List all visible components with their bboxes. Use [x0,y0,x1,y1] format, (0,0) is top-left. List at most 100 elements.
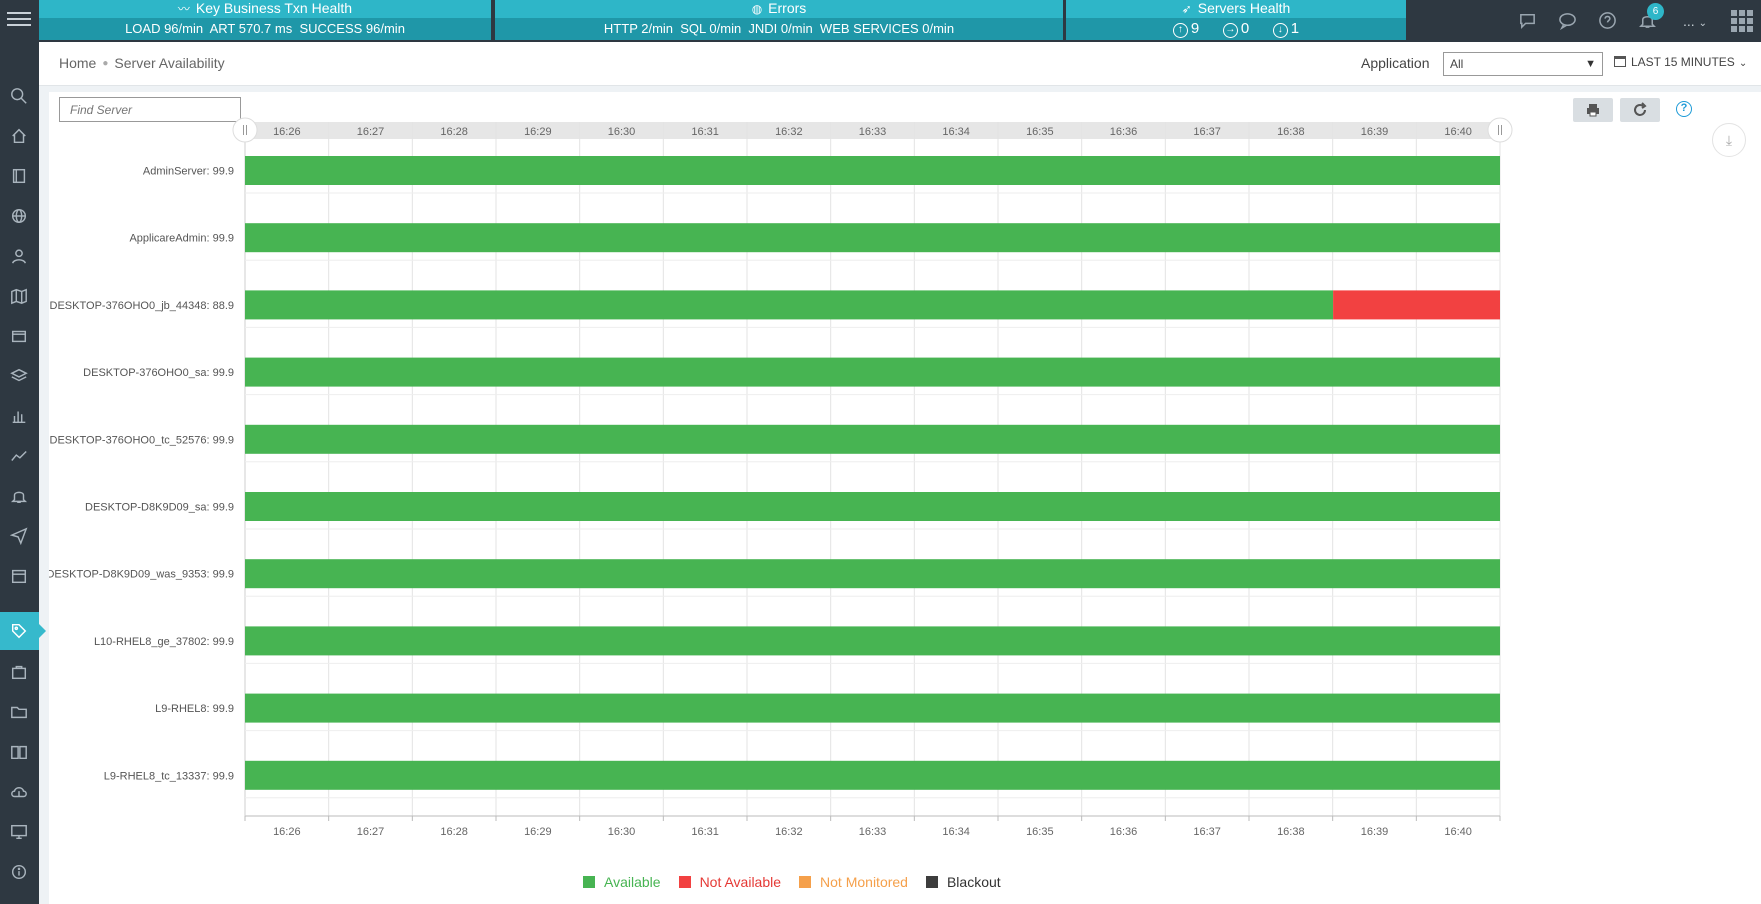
folder-icon[interactable] [9,702,29,722]
download-icon: ⤓ [1725,132,1733,148]
bottom-tick-label: 16:36 [1110,826,1138,838]
top-tick-label: 16:38 [1277,126,1305,138]
notification-badge: 6 [1647,3,1664,20]
calendar-icon[interactable] [9,566,29,586]
kpi-servers-health[interactable]: ➶ Servers Health ↑ 9 → 0 ↓ 1 [1066,0,1406,40]
legend-label: Not Monitored [820,874,908,890]
map-icon[interactable] [9,286,29,306]
servers-up[interactable]: ↑ 9 [1172,18,1199,40]
kpi-txn-title: Key Business Txn Health [195,0,353,16]
bottom-tick-label: 16:34 [942,826,970,838]
application-label: Application [1361,55,1430,71]
apps-grid-icon[interactable] [1731,10,1753,32]
arrow-up-icon: ↑ [1172,23,1188,38]
range-handle-right[interactable] [1487,117,1513,143]
servers-warn-count: 0 [1240,20,1250,37]
chevron-down-icon: ⌄ [1698,18,1707,29]
print-button[interactable] [1573,98,1613,122]
globe-icon[interactable] [9,206,29,226]
bottom-tick-label: 16:28 [440,826,468,838]
top-tick-label: 16:29 [524,126,552,138]
server-row-label: L9-RHEL8: 99.9 [155,703,234,715]
top-bar: 〰 Key Business Txn Health LOAD 96/min ART… [39,0,1761,42]
top-tick-label: 16:28 [440,126,468,138]
legend-swatch [583,876,595,888]
availability-segment [245,760,1500,790]
briefcase-icon[interactable] [9,662,29,682]
bottom-tick-label: 16:33 [859,826,887,838]
bottom-tick-label: 16:26 [273,826,301,838]
kpi-errors[interactable]: ◍ Errors HTTP 2/min SQL 0/min JNDI 0/min … [495,0,1063,40]
top-tick-label: 16:36 [1110,126,1138,138]
time-range-picker[interactable]: LAST 15 MINUTES ⌄ [1614,55,1747,69]
wallet-icon[interactable] [9,326,29,346]
legend-swatch [678,876,691,888]
chat-icon[interactable] [1517,11,1537,31]
send-icon[interactable] [9,526,29,546]
sidebar-item-availability[interactable] [0,612,46,650]
top-tick-label: 16:39 [1361,126,1389,138]
bell-icon[interactable] [9,486,29,506]
notification-bell-icon[interactable]: 6 [1637,3,1664,31]
monitor-icon[interactable] [9,822,29,842]
bar-chart-icon[interactable] [9,406,29,426]
arrow-down-icon: ↓ [1272,23,1288,38]
book-icon[interactable] [9,742,29,762]
servers-warn[interactable]: → 0 [1222,18,1250,40]
legend-swatch [925,876,938,888]
bottom-tick-label: 16:31 [691,826,719,838]
help-icon[interactable] [1597,11,1617,31]
chart-help-icon[interactable]: ? [1676,101,1692,117]
availability-panel: ? ⤓ 16:2616:2616:2716:2716:2816:2816:291… [49,92,1761,904]
time-range-label: LAST 15 MINUTES [1631,55,1735,69]
legend-swatch [799,876,812,888]
layers-icon[interactable] [9,366,29,386]
breadcrumb-current: Server Availability [114,55,225,71]
legend-item[interactable]: Available [583,874,661,890]
line-chart-icon[interactable] [9,446,29,466]
kpi-errors-title: Errors [768,0,807,16]
availability-segment [245,357,1500,387]
print-icon [1587,104,1599,117]
bottom-tick-label: 16:37 [1193,826,1221,838]
availability-segment [245,559,1500,589]
breadcrumb-home[interactable]: Home [59,55,97,71]
legend-label: Available [604,874,661,890]
availability-segment [245,223,1500,253]
search-icon[interactable] [9,86,29,106]
home-icon[interactable] [9,126,29,146]
kpi-servers-title: Servers Health [1197,0,1291,16]
cloud-upload-icon[interactable] [9,782,29,802]
find-server-input[interactable] [59,97,241,122]
info-icon[interactable] [9,862,29,882]
availability-segment [245,693,1500,723]
availability-timeline-chart: 16:26 16:26 16:27 16:27 16:28 16:28 16:29 16:29… [49,117,1513,838]
user-menu[interactable]: ... ⌄ [1677,11,1713,31]
comments-icon[interactable] [1557,11,1577,31]
legend-item[interactable]: Not Available [678,874,781,890]
server-icon[interactable] [9,166,29,186]
servers-down-count: 1 [1290,20,1300,37]
download-button[interactable]: ⤓ [1712,123,1746,157]
menu-icon[interactable] [7,8,31,32]
legend-item[interactable]: Blackout [925,874,1001,890]
bottom-tick-label: 16:40 [1444,826,1472,838]
server-row-label: DESKTOP-376OHO0_tc_52576: 99.9 [50,434,234,446]
legend-item[interactable]: Not Monitored [799,874,908,890]
top-tick-label: 16:37 [1193,126,1221,138]
application-select[interactable]: All ▼ [1443,52,1603,76]
breadcrumb-separator: ● [102,58,109,69]
user-icon[interactable] [9,246,29,266]
range-handle-left[interactable] [232,117,258,143]
servers-down[interactable]: ↓ 1 [1272,18,1300,40]
top-tick-label: 16:26 [273,126,301,138]
top-tick-label: 16:34 [942,126,970,138]
fire-icon: ◍ [751,2,763,16]
user-menu-label: ... [1683,13,1695,29]
trend-icon: 〰 [177,2,190,16]
top-tick-label: 16:40 [1444,126,1472,138]
chevron-down-icon: ⌄ [1738,58,1748,69]
bottom-tick-label: 16:27 [357,826,385,838]
kpi-key-business-txn[interactable]: 〰 Key Business Txn Health LOAD 96/min ART… [39,0,491,40]
refresh-button[interactable] [1620,98,1660,122]
